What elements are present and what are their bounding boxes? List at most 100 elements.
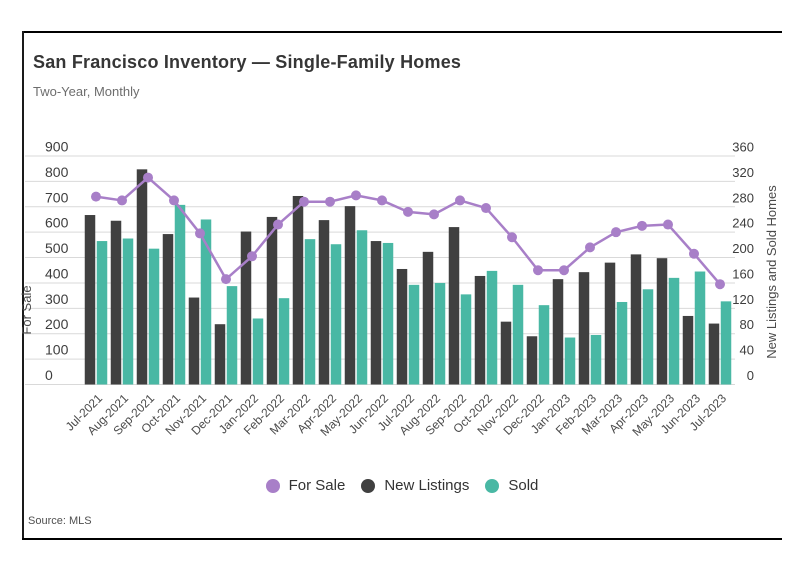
bar-sold[interactable] xyxy=(590,334,602,385)
bar-new-listings[interactable] xyxy=(656,258,668,385)
bar-sold[interactable] xyxy=(486,270,498,385)
bar-new-listings[interactable] xyxy=(526,336,538,385)
right-axis-tick-label: 280 xyxy=(732,190,754,205)
left-axis-title: For Sale xyxy=(19,285,34,334)
right-axis-tick-label: 120 xyxy=(732,292,754,307)
bar-sold[interactable] xyxy=(122,238,134,385)
bar-new-listings[interactable] xyxy=(318,220,330,385)
for-sale-point[interactable] xyxy=(533,265,543,276)
bar-sold[interactable] xyxy=(148,248,160,385)
bar-new-listings[interactable] xyxy=(604,262,616,385)
for-sale-point[interactable] xyxy=(481,203,491,214)
bar-new-listings[interactable] xyxy=(188,297,200,385)
right-axis-tick-label: 240 xyxy=(732,216,754,231)
bar-new-listings[interactable] xyxy=(266,216,278,385)
legend-dot xyxy=(265,478,280,493)
legend-item-for-sale: For Sale xyxy=(265,477,345,494)
card-bottom-rule xyxy=(22,538,782,540)
for-sale-point[interactable] xyxy=(637,220,647,231)
legend-item-sold: Sold xyxy=(485,477,538,494)
bar-sold[interactable] xyxy=(642,289,654,385)
bar-new-listings[interactable] xyxy=(136,169,148,385)
bar-new-listings[interactable] xyxy=(682,315,694,385)
for-sale-point[interactable] xyxy=(507,232,517,243)
for-sale-point[interactable] xyxy=(559,265,569,276)
bar-new-listings[interactable] xyxy=(552,279,564,385)
bar-sold[interactable] xyxy=(226,286,238,385)
for-sale-point[interactable] xyxy=(169,195,179,206)
for-sale-point[interactable] xyxy=(455,195,465,206)
bar-new-listings[interactable] xyxy=(110,220,122,385)
for-sale-point[interactable] xyxy=(143,172,153,183)
left-axis-tick-label: 0 xyxy=(45,367,53,383)
for-sale-point[interactable] xyxy=(403,206,413,217)
bar-new-listings[interactable] xyxy=(578,272,590,385)
for-sale-point[interactable] xyxy=(247,251,257,262)
right-axis-tick-label: 40 xyxy=(740,343,754,358)
left-axis-tick-label: 600 xyxy=(45,215,69,231)
for-sale-point[interactable] xyxy=(715,279,725,290)
bar-new-listings[interactable] xyxy=(500,321,512,385)
bar-sold[interactable] xyxy=(408,284,420,385)
bar-new-listings[interactable] xyxy=(214,324,226,385)
bar-sold[interactable] xyxy=(382,242,394,385)
bar-sold[interactable] xyxy=(564,337,576,385)
for-sale-point[interactable] xyxy=(299,196,309,207)
bar-new-listings[interactable] xyxy=(162,234,174,385)
bar-sold[interactable] xyxy=(96,241,108,385)
for-sale-point[interactable] xyxy=(351,190,361,201)
right-axis-title: New Listings and Sold Homes xyxy=(764,185,779,359)
bar-new-listings[interactable] xyxy=(396,268,408,385)
page-title: San Francisco Inventory — Single-Family … xyxy=(33,52,462,72)
bar-sold[interactable] xyxy=(200,219,212,385)
for-sale-point[interactable] xyxy=(117,195,127,206)
bar-sold[interactable] xyxy=(434,282,446,385)
bar-new-listings[interactable] xyxy=(84,215,96,385)
bar-new-listings[interactable] xyxy=(422,251,434,385)
bar-new-listings[interactable] xyxy=(448,227,460,385)
bar-new-listings[interactable] xyxy=(292,195,304,385)
bar-sold[interactable] xyxy=(538,305,550,385)
for-sale-point[interactable] xyxy=(663,219,673,230)
right-axis-tick-label: 80 xyxy=(740,317,754,332)
right-axis-tick-label: 320 xyxy=(732,165,754,180)
legend-label: New Listings xyxy=(384,477,470,494)
legend-item-new-listings: New Listings xyxy=(361,477,469,494)
for-sale-point[interactable] xyxy=(273,219,283,230)
bar-new-listings[interactable] xyxy=(630,254,642,385)
bar-new-listings[interactable] xyxy=(370,241,382,385)
bar-sold[interactable] xyxy=(330,244,342,385)
bar-sold[interactable] xyxy=(616,301,628,385)
bar-sold[interactable] xyxy=(356,230,368,385)
bar-sold[interactable] xyxy=(304,239,316,385)
for-sale-point[interactable] xyxy=(195,228,205,239)
left-axis-tick-label: 300 xyxy=(45,291,69,307)
left-axis-tick-label: 500 xyxy=(45,240,69,256)
for-sale-point[interactable] xyxy=(377,195,387,206)
for-sale-point[interactable] xyxy=(325,196,335,207)
bar-sold[interactable] xyxy=(694,271,706,385)
for-sale-point[interactable] xyxy=(611,227,621,238)
bar-new-listings[interactable] xyxy=(474,275,486,385)
bar-sold[interactable] xyxy=(174,204,186,385)
bar-sold[interactable] xyxy=(512,284,524,385)
for-sale-point[interactable] xyxy=(689,248,699,259)
bar-new-listings[interactable] xyxy=(240,231,252,385)
for-sale-point[interactable] xyxy=(221,274,231,285)
bar-sold[interactable] xyxy=(460,294,472,385)
for-sale-point[interactable] xyxy=(91,191,101,202)
card-top-rule xyxy=(22,31,782,33)
bar-new-listings[interactable] xyxy=(708,323,720,385)
bar-sold[interactable] xyxy=(668,277,680,385)
left-axis-tick-label: 200 xyxy=(45,316,69,332)
for-sale-point[interactable] xyxy=(585,242,595,253)
bar-new-listings[interactable] xyxy=(344,206,356,385)
right-axis-tick-label: 0 xyxy=(747,368,754,383)
for-sale-point[interactable] xyxy=(429,209,439,220)
bar-sold[interactable] xyxy=(252,318,264,385)
legend-label: Sold xyxy=(508,477,539,494)
bar-sold[interactable] xyxy=(720,301,732,385)
bar-sold[interactable] xyxy=(278,298,290,385)
right-axis-tick-label: 200 xyxy=(732,241,754,256)
